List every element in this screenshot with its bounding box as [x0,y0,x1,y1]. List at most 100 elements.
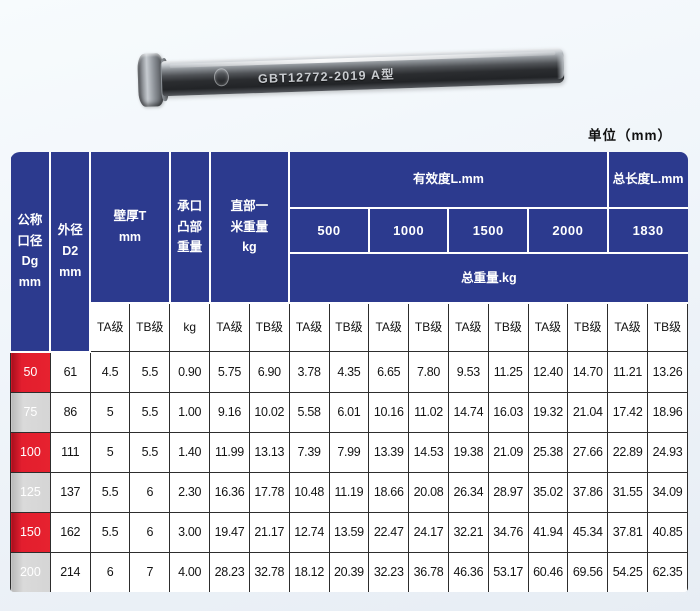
subheader-tb: TB级 [487,302,529,352]
row-label-dn: 125 [10,471,51,513]
data-cell: 27.66 [567,431,609,473]
data-cell: 16.03 [487,391,529,433]
data-cell: 11.25 [487,351,529,393]
table-row: 100 111 5 5.5 1.40 11.99 13.13 7.39 7.99 13.39 14.… [10,431,688,473]
data-cell: 6 [89,551,131,592]
subheader-ta: TA级 [288,302,330,352]
subheader-ta: TA级 [89,302,131,352]
data-cell: 54.25 [607,551,648,592]
data-cell: 6.90 [248,351,290,393]
data-cell: 7.99 [328,431,370,473]
data-cell: 21.04 [567,391,609,433]
data-cell: 22.47 [368,511,410,553]
row-label-dn: 50 [10,351,51,393]
data-cell: 5.5 [129,351,171,393]
data-cell: 137 [49,471,91,513]
pipe-marking-text: GBT12772-2019 A型 [257,67,396,87]
data-cell: 4.35 [328,351,370,393]
row-label-dn: 75 [10,391,51,433]
data-cell: 17.78 [248,471,290,513]
data-cell: 11.19 [328,471,370,513]
data-cell: 36.78 [408,551,449,592]
data-cell: 0.90 [169,351,211,393]
data-cell: 62.35 [647,551,688,592]
data-cell: 35.02 [527,471,569,513]
data-cell: 13.39 [368,431,410,473]
subheader-tb: TB级 [129,302,171,352]
data-cell: 9.53 [447,351,489,393]
data-cell: 46.36 [447,551,489,592]
data-cell: 12.40 [527,351,569,393]
data-cell: 5.5 [89,511,131,553]
data-cell: 13.13 [248,431,290,473]
data-cell: 69.56 [567,551,609,592]
data-cell: 53.17 [487,551,529,592]
data-cell: 18.12 [288,551,330,592]
subheader-ta: TA级 [209,302,250,352]
data-cell: 11.99 [209,431,250,473]
pipe-body: GBT12772-2019 A型 [161,47,565,97]
data-cell: 14.70 [567,351,609,393]
header-wall-thickness: 壁厚T mm [89,152,171,304]
subheader-ta: TA级 [447,302,489,352]
subheader-kg: kg [169,302,211,352]
table-header: 公称 口径 Dg mm 外径 D2 mm 壁厚T mm 承口 凸部 重量 直部一… [10,152,688,353]
data-cell: 5.5 [129,431,171,473]
header-outer-diameter: 外径 D2 mm [49,152,92,353]
subheader-tb: TB级 [647,302,688,352]
table-row: 200 214 6 7 4.00 28.23 32.78 18.12 20.39 32.23 36.… [10,551,688,592]
data-cell: 32.21 [447,511,489,553]
header-straight-meter-weight: 直部一 米重量 kg [208,152,291,304]
data-cell: 11.21 [607,351,648,393]
data-cell: 45.34 [567,511,609,553]
data-cell: 5.58 [288,391,330,433]
table-row: 125 137 5.5 6 2.30 16.36 17.78 10.48 11.19 18.66 2… [10,471,688,513]
spec-table: 公称 口径 Dg mm 外径 D2 mm 壁厚T mm 承口 凸部 重量 直部一… [10,152,688,592]
data-cell: 10.02 [248,391,290,433]
data-cell: 25.38 [527,431,569,473]
data-cell: 19.47 [209,511,250,553]
data-cell: 60.46 [527,551,569,592]
table-row: 75 86 5 5.5 1.00 9.16 10.02 5.58 6.01 10.16 11.02 1… [10,391,688,433]
header-effective-length: 有效度L.mm [288,152,609,209]
data-cell: 21.09 [487,431,529,473]
header-total-length: 总长度L.mm [606,152,688,209]
subheader-ta: TA级 [607,302,648,352]
data-cell: 13.26 [647,351,688,393]
data-cell: 19.38 [447,431,489,473]
data-cell: 24.93 [647,431,688,473]
data-cell: 5.75 [209,351,250,393]
data-cell: 28.23 [209,551,250,592]
data-cell: 7.80 [408,351,449,393]
data-cell: 28.97 [487,471,529,513]
data-cell: 32.78 [248,551,290,592]
row-label-dn: 200 [10,551,51,592]
pipe-logo-stamp [213,68,230,87]
header-length-1000: 1000 [367,207,450,254]
data-cell: 1.40 [169,431,211,473]
data-cell: 11.02 [408,391,449,433]
data-cell: 5 [89,391,131,433]
header-nominal-diameter: 公称 口径 Dg mm [10,152,52,353]
data-cell: 20.39 [328,551,370,592]
data-cell: 37.81 [607,511,648,553]
data-cell: 34.76 [487,511,529,553]
row-label-dn: 100 [10,431,51,473]
pipe-end-tip [556,51,565,80]
subheader-tb: TB级 [567,302,609,352]
spec-table-grid: 公称 口径 Dg mm 外径 D2 mm 壁厚T mm 承口 凸部 重量 直部一… [10,152,688,592]
data-cell: 32.23 [368,551,410,592]
data-cell: 41.94 [527,511,569,553]
data-cell: 12.74 [288,511,330,553]
data-cell: 16.36 [209,471,250,513]
header-length-1500: 1500 [447,207,530,254]
data-cell: 6 [129,511,171,553]
subheader-ta: TA级 [527,302,569,352]
subheader-ta: TA级 [368,302,410,352]
data-cell: 5.5 [89,471,131,513]
data-cell: 10.48 [288,471,330,513]
data-cell: 6.65 [368,351,410,393]
data-cell: 34.09 [647,471,688,513]
data-cell: 214 [49,551,91,592]
data-cell: 7 [129,551,171,592]
